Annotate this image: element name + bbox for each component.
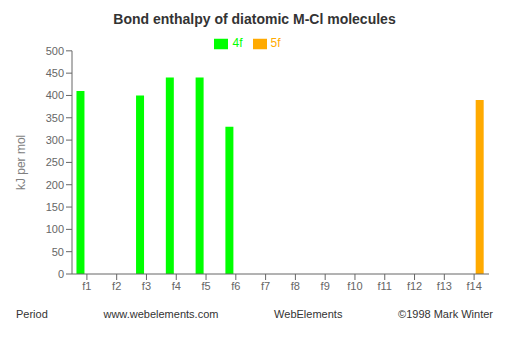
svg-text:150: 150 (46, 201, 64, 213)
svg-text:f9: f9 (321, 280, 330, 292)
svg-text:f4: f4 (172, 280, 181, 292)
svg-text:500: 500 (46, 45, 64, 57)
svg-text:400: 400 (46, 89, 64, 101)
svg-text:f8: f8 (291, 280, 300, 292)
svg-text:kJ per mol: kJ per mol (14, 135, 28, 190)
html-text:www.webelements.com: www.webelements.com (103, 308, 219, 320)
svg-text:f12: f12 (407, 280, 422, 292)
html-text:Period: Period (16, 308, 48, 320)
svg-text:f7: f7 (261, 280, 270, 292)
html-text:©1998 Mark Winter: ©1998 Mark Winter (398, 308, 493, 320)
svg-text:f14: f14 (466, 280, 481, 292)
svg-text:100: 100 (46, 223, 64, 235)
svg-text:f6: f6 (231, 280, 240, 292)
svg-text:f13: f13 (437, 280, 452, 292)
html-text:Bond enthalpy of diatomic M-Cl: Bond enthalpy of diatomic M-Cl molecules (113, 11, 396, 27)
svg-text:f3: f3 (142, 280, 151, 292)
svg-text:350: 350 (46, 112, 64, 124)
svg-text:f2: f2 (112, 280, 121, 292)
svg-text:200: 200 (46, 179, 64, 191)
svg-text:f5: f5 (201, 280, 210, 292)
svg-text:450: 450 (46, 67, 64, 79)
svg-text:0: 0 (58, 268, 64, 280)
svg-text:f1: f1 (82, 280, 91, 292)
svg-text:250: 250 (46, 156, 64, 168)
svg-text:300: 300 (46, 134, 64, 146)
svg-text:f11: f11 (378, 280, 392, 292)
html-text:4f: 4f (232, 36, 243, 50)
svg-text:f10: f10 (347, 280, 362, 292)
html-text:5f: 5f (270, 36, 281, 50)
svg-text:50: 50 (52, 246, 64, 258)
html-text:WebElements: WebElements (274, 308, 343, 320)
